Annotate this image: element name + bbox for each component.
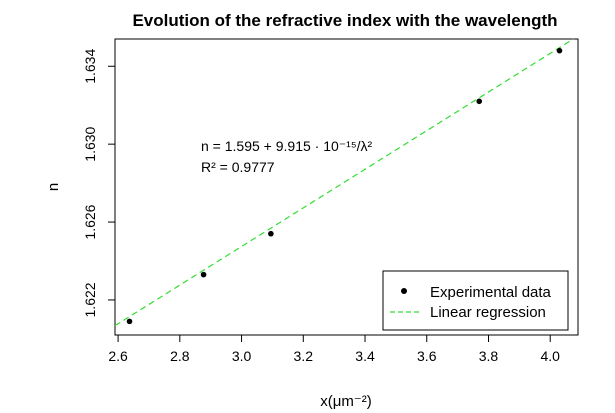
y-tick-label: 1.622 (82, 282, 98, 317)
y-axis: 1.622 1.626 1.630 1.634 (82, 49, 116, 317)
data-points (126, 47, 563, 325)
data-point (476, 98, 483, 105)
y-tick-label: 1.626 (82, 204, 98, 239)
r-squared-annotation: R² = 0.9777 (201, 159, 275, 175)
legend-marker-experimental (401, 288, 407, 294)
x-axis: 2.6 2.8 3.0 3.2 3.4 3.6 3.8 4.0 (108, 334, 560, 364)
x-tick-label: 2.8 (170, 348, 190, 364)
x-tick-label: 3.2 (294, 348, 314, 364)
data-point (200, 271, 207, 278)
legend-box (382, 270, 569, 331)
regression-line (114, 38, 574, 327)
data-point (268, 230, 274, 237)
x-tick-label: 2.6 (108, 348, 128, 364)
y-tick-label: 1.634 (82, 49, 98, 84)
x-tick-label: 3.8 (479, 348, 499, 364)
x-tick-label: 4.0 (540, 348, 560, 364)
legend: Experimental data Linear regression (382, 270, 569, 331)
x-tick-label: 3.4 (355, 348, 375, 364)
legend-label-experimental: Experimental data (430, 284, 552, 301)
chart-title: Evolution of the refractive index with t… (132, 11, 557, 30)
y-tick-label: 1.630 (82, 126, 98, 161)
data-point (556, 47, 563, 54)
y-axis-label: n (45, 183, 62, 191)
regression-line-path (114, 38, 574, 327)
regression-equation: n = 1.595 + 9.915 · 10⁻¹⁵/λ² (201, 138, 373, 154)
x-tick-label: 3.6 (417, 348, 437, 364)
data-point (126, 318, 133, 325)
x-tick-label: 3.0 (232, 348, 252, 364)
legend-label-regression: Linear regression (430, 304, 546, 321)
x-axis-label: x(μm⁻²) (320, 393, 372, 410)
